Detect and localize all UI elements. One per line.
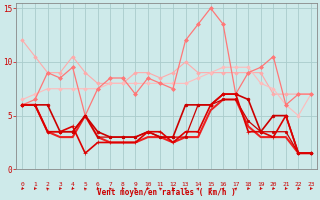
X-axis label: Vent moyen/en rafales ( km/h ): Vent moyen/en rafales ( km/h )	[97, 188, 236, 197]
